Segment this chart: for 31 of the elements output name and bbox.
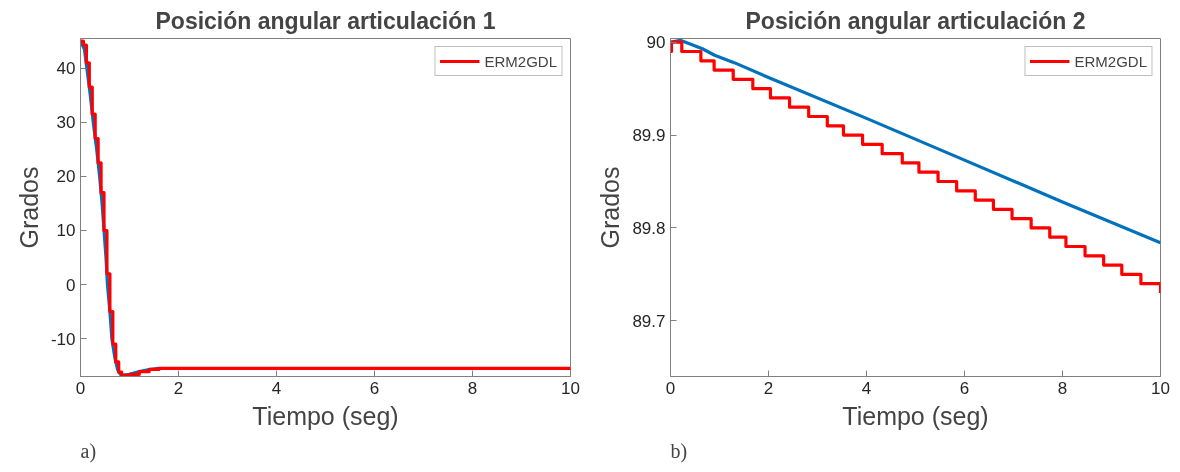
x-tick-label: 2 [763, 378, 774, 398]
x-tick-label: 10 [1151, 378, 1170, 398]
text: b) [670, 439, 688, 463]
x-tick-label: 4 [861, 378, 872, 398]
text: a) [80, 439, 97, 463]
x-tick-label: 8 [467, 378, 478, 398]
x-tick-label: 2 [173, 378, 184, 398]
y-axis-title: Grados [14, 166, 43, 249]
x-tick-label: 10 [561, 378, 580, 398]
y-tick-label: -10 [50, 329, 76, 349]
x-axis-title: Tiempo (seg) [252, 401, 399, 430]
x-tick-label: 6 [369, 378, 380, 398]
x-axis-title: Tiempo (seg) [842, 401, 989, 430]
x-tick-label: 8 [1057, 378, 1068, 398]
legend-label: ERM2GDL [1074, 52, 1147, 70]
y-tick-label: 89.9 [632, 126, 666, 146]
y-tick-label: 0 [66, 275, 76, 295]
y-tick-label: 30 [56, 113, 76, 133]
y-tick-label: 89.8 [632, 218, 666, 238]
y-tick-label: 20 [56, 167, 76, 187]
y-tick-label: 10 [56, 221, 76, 241]
x-tick-label: 4 [271, 378, 282, 398]
y-tick-label: 89.7 [632, 311, 666, 331]
y-tick-label: 40 [56, 59, 76, 79]
x-tick-label: 6 [959, 378, 970, 398]
chart-title: Posición angular articulación 1 [155, 7, 496, 34]
legend-label: ERM2GDL [484, 52, 557, 70]
y-tick-label: 90 [646, 33, 666, 53]
y-axis-title: Grados [596, 166, 625, 249]
chart-title: Posición angular articulación 2 [745, 7, 1086, 34]
line-series [670, 38, 1161, 245]
